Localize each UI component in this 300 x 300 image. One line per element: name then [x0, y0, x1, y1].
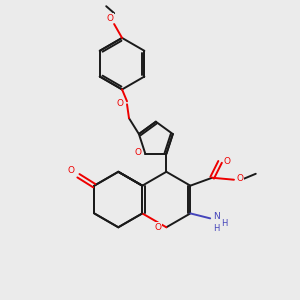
- Text: N: N: [213, 212, 220, 221]
- Text: H: H: [213, 224, 219, 233]
- Text: O: O: [236, 174, 243, 183]
- Text: O: O: [155, 223, 162, 232]
- Text: H: H: [221, 219, 227, 228]
- Text: O: O: [107, 14, 114, 22]
- Text: O: O: [135, 148, 142, 158]
- Text: O: O: [224, 158, 230, 166]
- Text: O: O: [117, 99, 124, 108]
- Text: O: O: [68, 166, 75, 175]
